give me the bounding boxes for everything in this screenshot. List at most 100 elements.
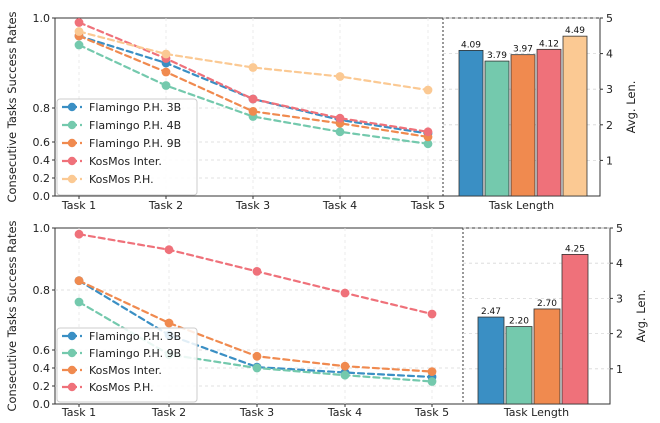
legend-swatch-marker (67, 156, 77, 166)
data-point (252, 267, 262, 276)
data-point (161, 49, 171, 59)
x-tick-label: Task 2 (148, 199, 183, 212)
y-tick-label: 0.2 (33, 172, 51, 185)
legend-label: Flamingo P.H. 3B (89, 101, 181, 114)
legend-swatch-marker (67, 120, 77, 130)
y-tick-label: 0.2 (33, 380, 51, 393)
data-point (427, 367, 437, 376)
right-tick-label: 2 (606, 119, 613, 132)
legend-label: Flamingo P.H. 4B (89, 119, 181, 132)
y-tick-label: 0.4 (33, 362, 51, 375)
legend-label: Flamingo P.H. 9B (89, 347, 181, 360)
data-point (74, 297, 84, 307)
y-tick-label: 0.6 (33, 344, 51, 357)
legend-swatch-marker (67, 365, 77, 375)
right-tick-label: 1 (606, 154, 613, 167)
legend-label: KosMos P.H. (89, 173, 154, 186)
bar-value-label: 4.49 (565, 26, 585, 36)
data-point (248, 63, 258, 72)
legend: Flamingo P.H. 3B Flamingo P.H. 4B Flamingo… (56, 98, 198, 196)
data-point (74, 40, 84, 50)
data-point (248, 94, 258, 104)
y-tick-label: 0.6 (33, 136, 51, 149)
right-tick-label: 5 (616, 222, 623, 235)
bar (562, 35, 588, 197)
series-line (77, 30, 430, 92)
y-tick-label: 0.8 (33, 284, 51, 297)
bar-value-label: 4.25 (565, 244, 585, 254)
data-point (252, 351, 262, 361)
legend-label: KosMos P.H. (89, 381, 154, 394)
data-point (427, 377, 437, 386)
bar (510, 54, 536, 197)
legend-label: Flamingo P.H. 3B (89, 330, 181, 343)
series-line (77, 43, 430, 145)
bar-value-label: 3.79 (487, 51, 507, 61)
y-tick-label: 0.0 (33, 190, 51, 203)
data-point (74, 276, 84, 286)
data-point (164, 245, 174, 255)
data-point (161, 81, 171, 90)
right-tick-label: 3 (606, 83, 613, 96)
legend-swatch-marker (67, 102, 77, 112)
data-point (423, 127, 433, 137)
x-tick-label: Task 5 (410, 199, 445, 212)
data-point (335, 72, 345, 81)
y-axis-label: Consecutive Tasks Success Rates (5, 11, 19, 202)
plot-frame (54, 227, 611, 405)
data-point (74, 27, 84, 36)
x-tick-label: Task 4 (322, 199, 357, 212)
x-tick-label: Task 2 (151, 406, 186, 419)
x-tick-label: Task 3 (235, 199, 270, 212)
data-point (423, 139, 433, 149)
legend-label: Flamingo P.H. 9B (89, 137, 181, 150)
right-tick-label: 4 (616, 257, 623, 270)
legend-swatch-marker (67, 331, 77, 341)
right-tick-label: 3 (616, 292, 623, 305)
y-tick-label: 1.0 (33, 222, 51, 235)
y-axis-label: Consecutive Tasks Success Rates (5, 220, 19, 411)
data-point (340, 370, 350, 380)
data-point (74, 229, 84, 239)
bar-x-label: Task Length (488, 199, 554, 212)
legend-swatch-marker (67, 348, 77, 358)
legend-swatch-marker (67, 138, 77, 148)
right-tick-label: 5 (606, 12, 613, 25)
data-point (161, 67, 171, 77)
data-point (427, 309, 437, 319)
data-point (252, 363, 262, 373)
x-tick-label: Task 1 (61, 199, 96, 212)
data-point (340, 361, 350, 371)
x-tick-label: Task 4 (327, 406, 362, 419)
series-line (77, 279, 434, 379)
legend-swatch-marker (67, 174, 77, 184)
right-tick-label: 2 (616, 328, 623, 341)
bar-value-label: 3.97 (513, 45, 533, 55)
data-point (340, 288, 350, 298)
right-tick-label: 1 (616, 363, 623, 376)
data-point (164, 318, 174, 328)
panel-1: 0.0 0.2 0.4 0.6 0.8 1.0 Consecutive Tasks Succ… (5, 11, 638, 212)
plot-frame (54, 17, 601, 197)
bar (536, 48, 562, 197)
legend-label: KosMos Inter. (89, 155, 162, 168)
data-point (335, 113, 345, 123)
legend-box (56, 327, 198, 403)
bar (484, 60, 510, 197)
right-tick-label: 4 (606, 48, 613, 61)
data-point (335, 127, 345, 137)
bar-value-label: 2.47 (481, 307, 501, 317)
data-point (248, 107, 258, 116)
bar-value-label: 2.20 (509, 317, 529, 327)
bar (561, 253, 589, 405)
bar (477, 316, 505, 405)
bar-value-label: 4.12 (539, 39, 559, 49)
bar (458, 49, 484, 197)
legend: Flamingo P.H. 3B Flamingo P.H. 9B KosMos I… (56, 327, 198, 403)
data-point (74, 18, 84, 27)
x-tick-label: Task 3 (239, 406, 274, 419)
y-tick-label: 1.0 (33, 12, 51, 25)
legend-box (56, 98, 198, 196)
right-axis-label: Avg. Len. (634, 290, 648, 343)
